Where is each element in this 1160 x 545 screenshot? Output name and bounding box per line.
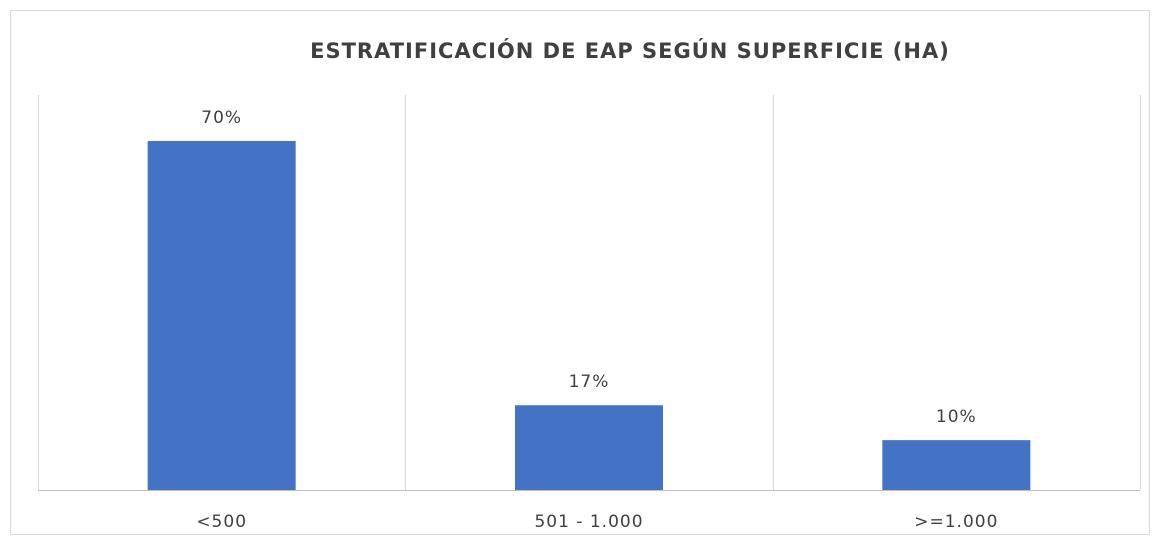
x-tick-label: >=1.000 [914, 512, 998, 532]
data-label: 70% [201, 108, 242, 128]
bar [147, 141, 296, 490]
x-tick-label: <500 [196, 512, 247, 532]
data-label: 17% [569, 372, 610, 392]
chart-title: ESTRATIFICACIÓN DE EAP SEGÚN SUPERFICIE … [310, 38, 950, 63]
bar [882, 440, 1031, 490]
bar [515, 405, 663, 490]
x-tick-label: 501 - 1.000 [534, 512, 643, 532]
data-label: 10% [936, 407, 977, 427]
